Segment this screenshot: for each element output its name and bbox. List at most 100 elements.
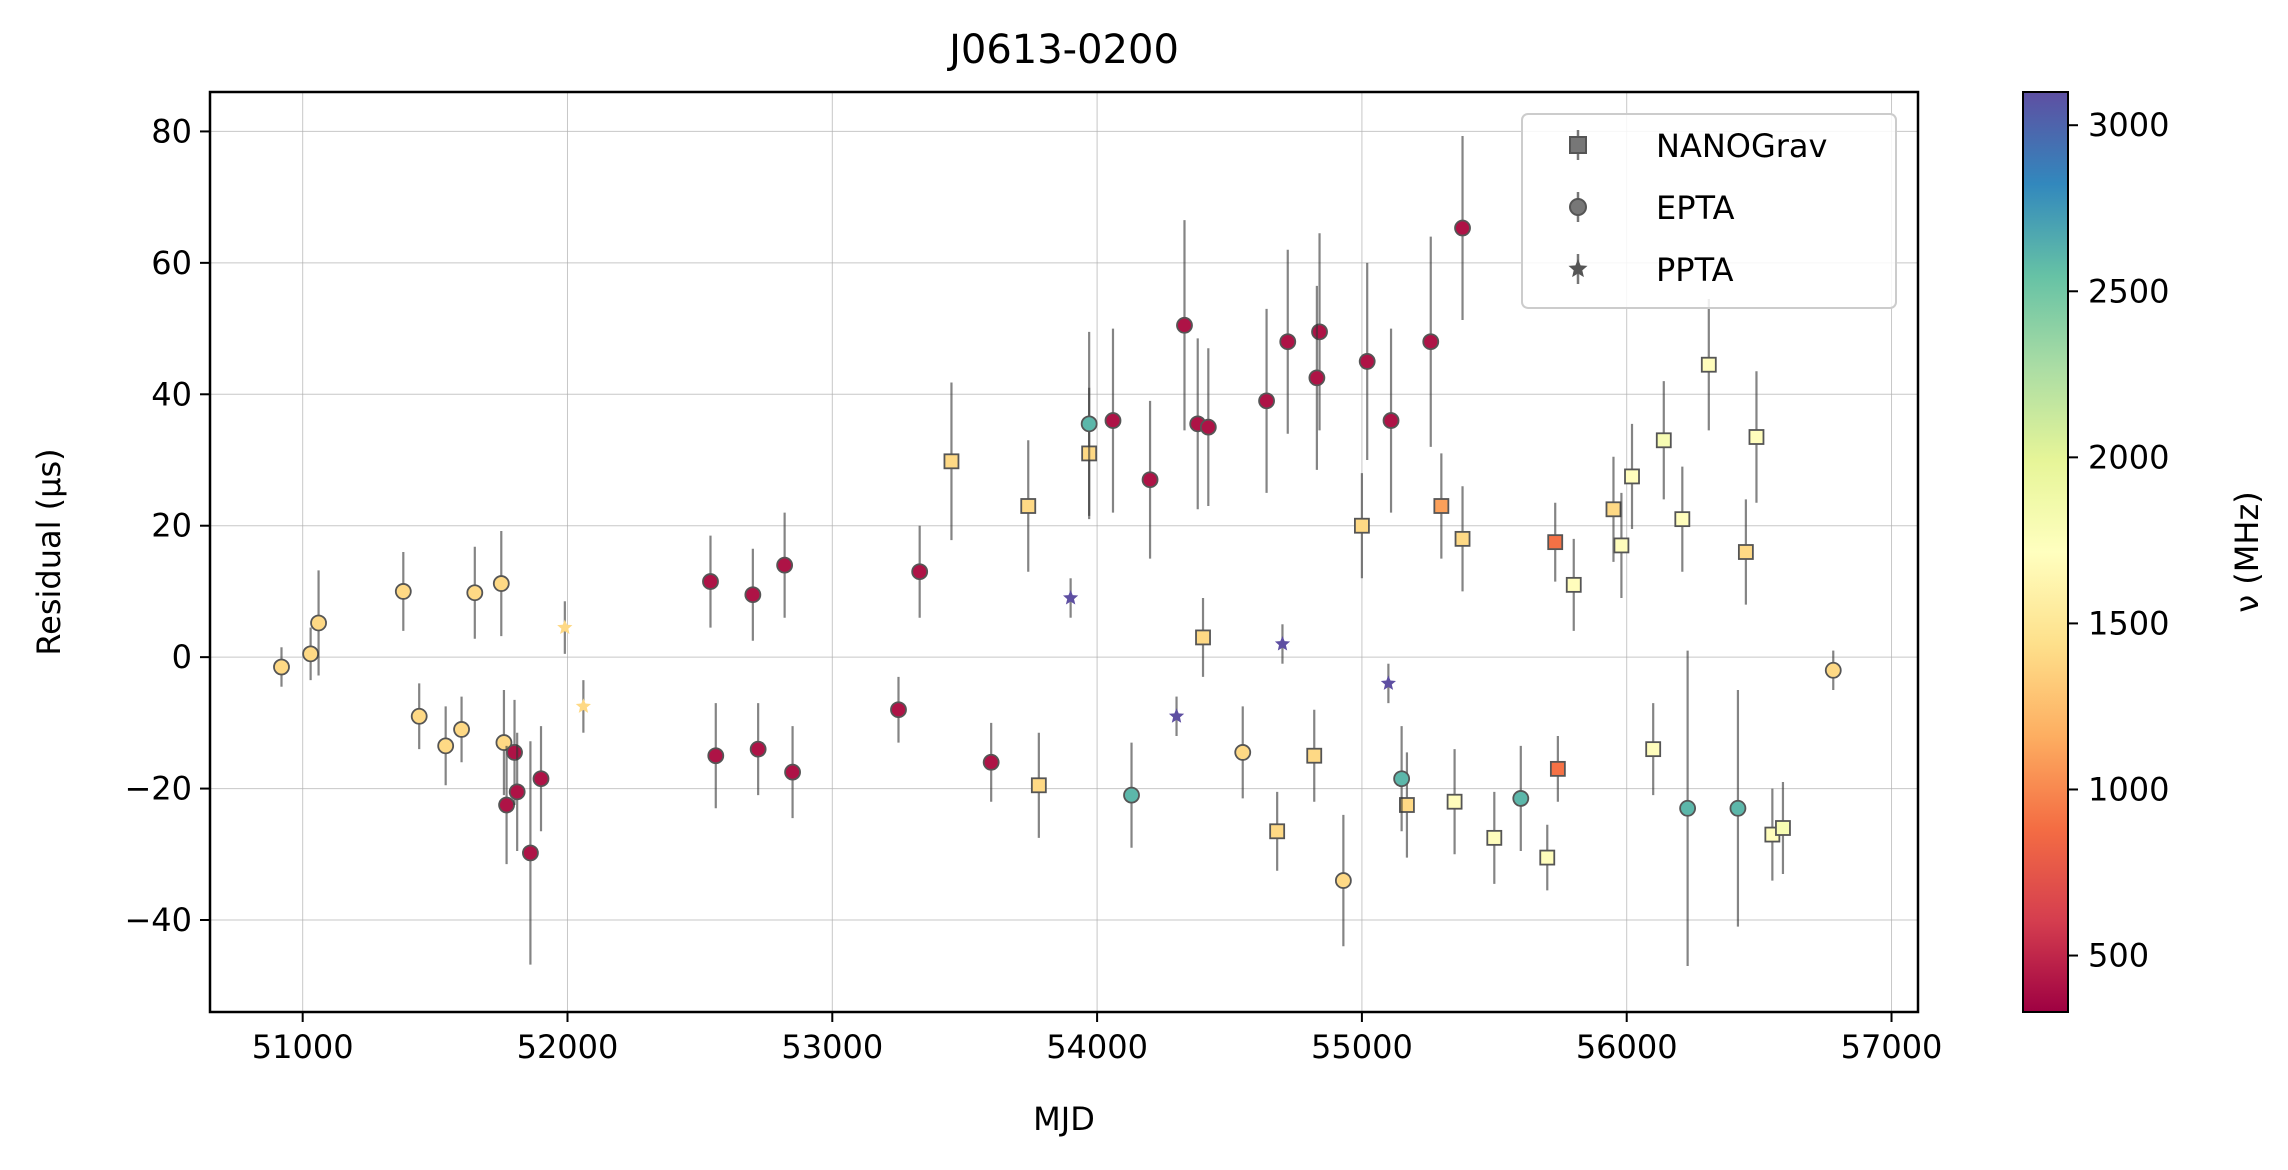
y-tick-label: 0: [172, 638, 192, 676]
data-point: [1824, 661, 1842, 679]
data-layer: [273, 136, 1842, 966]
data-point: [394, 583, 412, 600]
data-point: [1104, 412, 1122, 429]
data-point: [1486, 829, 1503, 846]
chart-title: J0613-0200: [946, 27, 1179, 73]
data-point: [911, 563, 929, 581]
legend-box: [1521, 113, 1897, 309]
data-point: [495, 734, 513, 751]
x-tick-label: 54000: [1046, 1028, 1148, 1066]
data-point: [1605, 501, 1622, 518]
data-point: [302, 645, 320, 663]
data-point: [1382, 412, 1400, 429]
legend-item-nanograv: NANOGrav: [1569, 127, 1827, 165]
colorbar: [2022, 91, 2069, 1013]
y-tick-label: 20: [151, 507, 192, 545]
data-point: [1234, 744, 1252, 761]
x-tick-label: 55000: [1311, 1028, 1413, 1066]
data-point: [1645, 741, 1662, 758]
data-point: [1168, 708, 1185, 723]
data-point: [1446, 793, 1463, 810]
data-point: [1737, 544, 1754, 560]
data-point: [1274, 636, 1291, 651]
data-point: [1565, 576, 1582, 593]
data-point: [1422, 333, 1440, 351]
colorbar-tick-label: 2500: [2088, 272, 2169, 310]
data-point: [492, 575, 510, 592]
series-nanograv: [943, 299, 1791, 891]
x-axis: 51000 52000 53000 54000 55000 56000 57000: [252, 1012, 1943, 1066]
y-tick-label: −20: [124, 770, 192, 808]
data-point: [1354, 517, 1370, 534]
legend-item-epta: EPTA: [1569, 189, 1735, 227]
data-point: [437, 737, 455, 755]
data-point: [532, 770, 550, 788]
data-point: [557, 619, 573, 634]
data-point: [1311, 323, 1328, 341]
data-point: [1306, 747, 1323, 764]
y-axis: −40 −20 0 20 40 60 80: [124, 112, 210, 939]
data-point: [410, 707, 428, 725]
data-point: [890, 701, 907, 719]
data-point: [1613, 537, 1630, 554]
series-ppta: [557, 578, 1396, 736]
data-point: [1063, 590, 1079, 605]
x-tick-label: 51000: [252, 1028, 354, 1066]
data-point: [943, 453, 960, 470]
data-point: [1308, 369, 1326, 387]
colorbar-tick-label: 1000: [2088, 770, 2169, 808]
data-point: [1674, 511, 1691, 528]
data-point: [310, 614, 327, 632]
colorbar-tick-label: 2000: [2088, 438, 2169, 476]
data-point: [1748, 429, 1765, 445]
data-point: [1334, 872, 1352, 889]
data-point: [1512, 790, 1530, 807]
data-point: [1080, 415, 1098, 433]
x-tick-label: 52000: [517, 1028, 619, 1066]
data-point: [1380, 675, 1396, 690]
data-point: [1679, 799, 1697, 817]
data-point: [498, 796, 515, 814]
data-point: [273, 658, 290, 676]
colorbar-label: ν (MHz): [2228, 491, 2266, 612]
plot-frame: [208, 90, 1920, 1014]
x-axis-label: MJD: [1033, 1100, 1095, 1138]
data-point: [1123, 786, 1140, 804]
legend-circle-icon: [1569, 198, 1587, 216]
data-point: [776, 556, 794, 574]
data-point: [1258, 392, 1275, 410]
data-point: [707, 747, 725, 765]
y-axis-label: Residual (μs): [30, 448, 68, 655]
data-point: [1020, 498, 1037, 514]
data-point: [575, 698, 591, 713]
data-point: [744, 586, 762, 604]
legend-star-icon: [1568, 259, 1588, 278]
data-point: [1030, 777, 1047, 794]
data-point: [1269, 823, 1286, 840]
colorbar-tick-label: 1500: [2088, 604, 2169, 642]
data-point: [749, 740, 767, 758]
data-point: [1454, 219, 1471, 237]
data-point: [702, 573, 719, 590]
x-tick-label: 56000: [1576, 1028, 1678, 1066]
colorbar-axis: 500 1000 1500 2000 2500 3000: [2068, 106, 2169, 975]
data-point: [522, 844, 539, 862]
legend-square-icon: [1569, 136, 1587, 154]
x-tick-label: 57000: [1841, 1028, 1943, 1066]
data-point: [1358, 353, 1376, 370]
data-point: [1729, 799, 1747, 817]
data-point: [1454, 530, 1471, 547]
legend-label-nanograv: NANOGrav: [1656, 127, 1827, 165]
data-point: [1393, 770, 1411, 788]
y-tick-label: 80: [151, 112, 192, 150]
data-point: [1176, 316, 1193, 334]
legend-item-ppta: PPTA: [1568, 251, 1734, 289]
data-point: [1547, 534, 1564, 551]
data-point: [508, 783, 526, 801]
data-point: [1141, 471, 1159, 489]
data-point: [1539, 849, 1556, 866]
data-point: [1624, 468, 1640, 485]
y-tick-label: 60: [151, 244, 192, 282]
colorbar-tick-label: 500: [2088, 937, 2149, 975]
